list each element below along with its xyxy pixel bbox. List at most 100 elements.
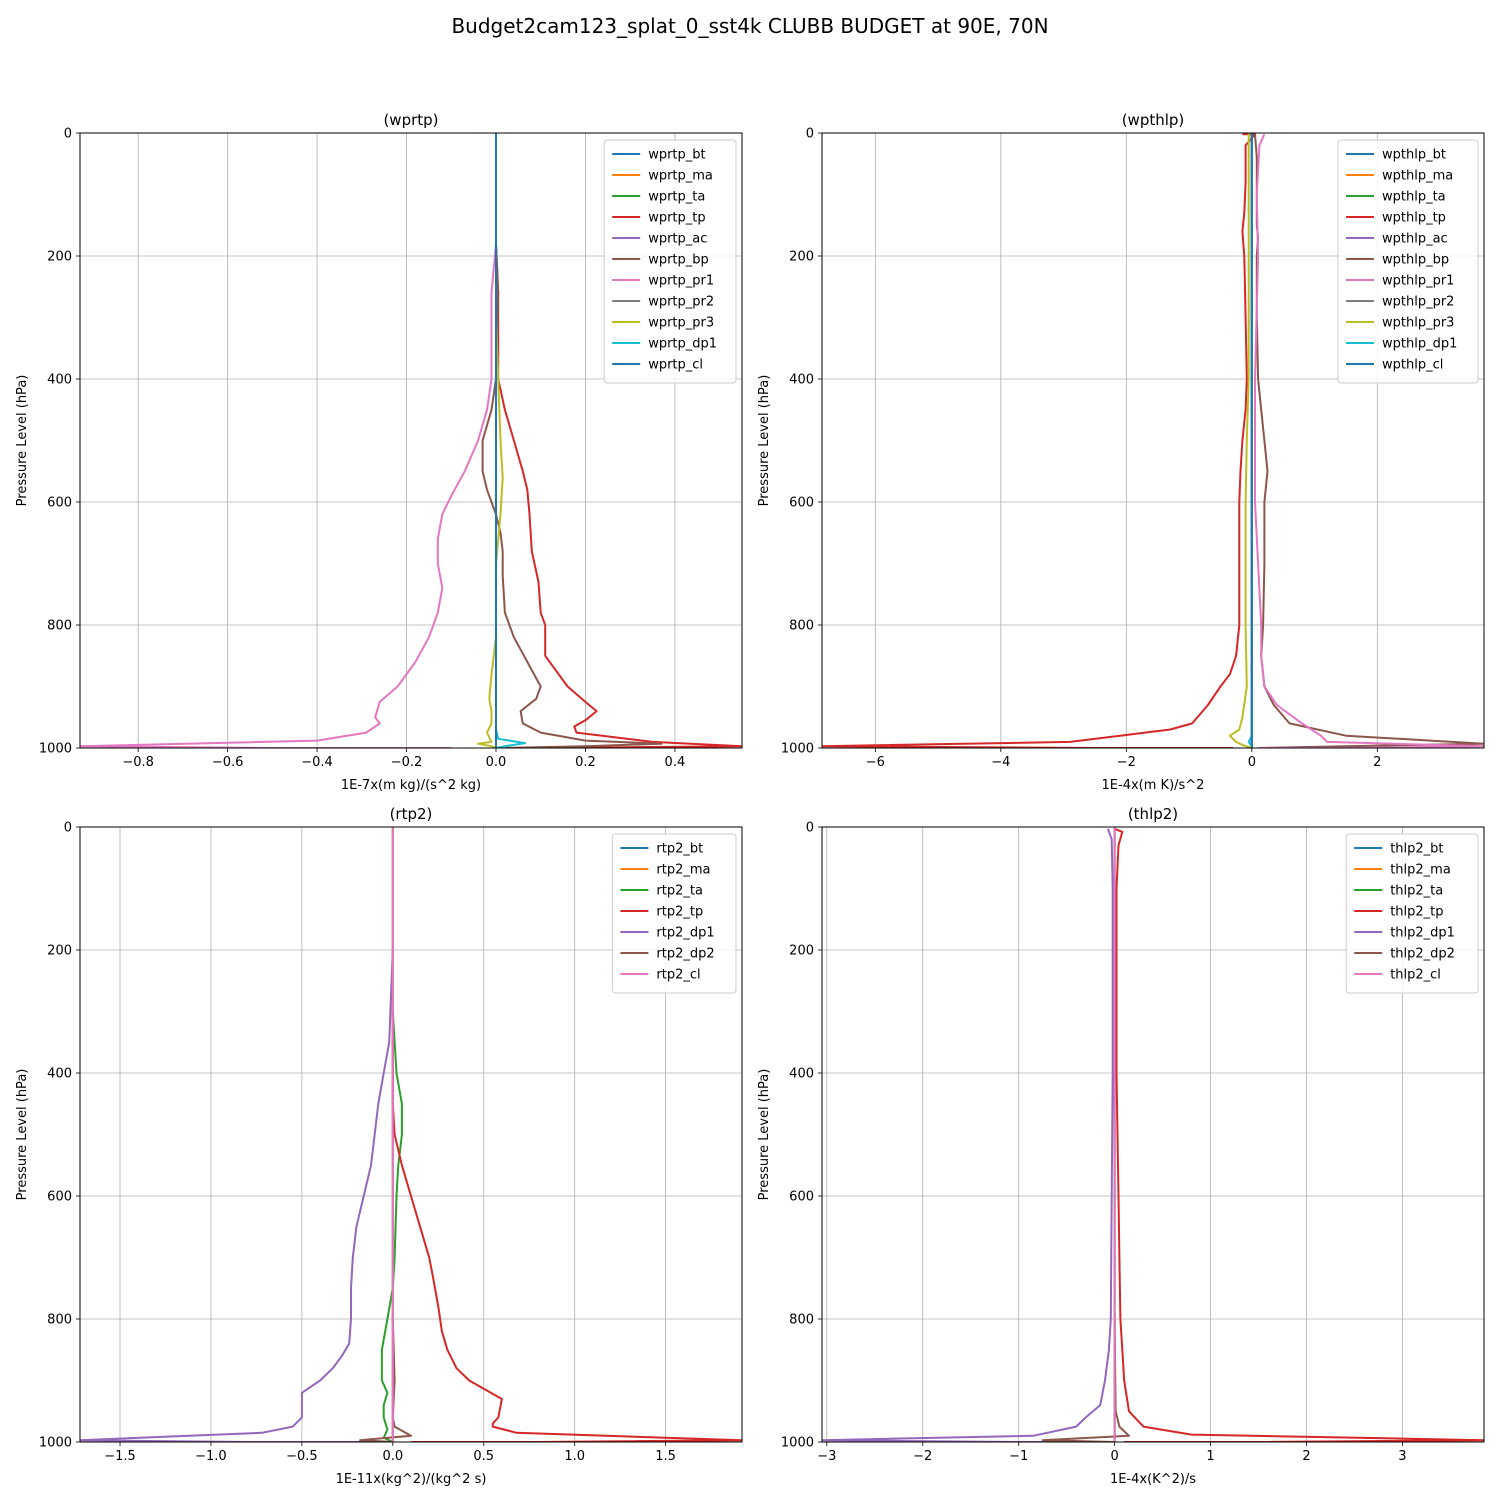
legend: wprtp_bt wprtp_ma wprtp_ta wprtp_tp wprtp_ac… [603,139,737,384]
series-line-rtp2_tp [391,1011,742,1442]
x-tick-label: 0.0 [382,1449,403,1464]
legend-label: wpthlp_dp1 [1382,337,1457,352]
legend-label: wprtp_ta [648,190,705,205]
legend-label: wpthlp_ma [1382,169,1453,184]
series-line-wpthlp_tp [822,133,1256,748]
x-tick-label: 0.4 [665,755,686,770]
legend-label: wpthlp_bp [1382,253,1449,268]
series-line-rtp2_dp1 [80,949,394,1442]
series-line-thlp2_dp2 [1041,1318,1130,1442]
x-tick-label: 2 [1302,1449,1310,1464]
axes-frame [79,132,743,749]
y-tick-label: 400 [47,373,72,388]
legend-label: rtp2_ta [656,884,703,899]
legend: thlp2_bt thlp2_ma thlp2_ta thlp2_tp thlp2_dp… [1345,833,1479,994]
y-axis-label: Pressure Level (hPa) [757,1069,772,1201]
x-tick-label: 0 [1248,755,1256,770]
y-tick-label: 600 [789,496,814,511]
y-tick-label: 0 [806,821,814,836]
series-line-wpthlp_pr1 [1254,133,1484,748]
series-group [80,827,742,1442]
y-tick-label: 400 [47,1067,72,1082]
x-tick-label: −6 [866,755,885,770]
legend-label: wpthlp_cl [1382,358,1443,373]
y-tick-label: 1000 [781,742,814,757]
x-tick-label: 0 [1110,1449,1118,1464]
y-tick-label: 800 [789,1313,814,1328]
y-tick-label: 800 [47,619,72,634]
x-tick-label: 1.5 [655,1449,676,1464]
legend-label: wprtp_ma [648,169,713,184]
x-axis-label: 1E-11x(kg^2)/(kg^2 s) [336,1472,487,1487]
x-tick-label: 2 [1373,755,1381,770]
legend-label: thlp2_cl [1390,968,1441,983]
x-tick-label: −2 [913,1449,932,1464]
legend-label: wpthlp_pr2 [1382,295,1454,310]
legend-label: wprtp_pr3 [648,316,714,331]
x-tick-label: −0.4 [301,755,333,770]
legend-label: thlp2_dp2 [1390,947,1455,962]
figure-title: Budget2cam123_splat_0_sst4k CLUBB BUDGET… [451,14,1049,38]
x-tick-label: −0.8 [122,755,154,770]
x-tick-label: 0.5 [473,1449,494,1464]
legend-label: wprtp_ac [648,232,707,247]
y-tick-label: 400 [789,373,814,388]
y-tick-label: 1000 [39,742,72,757]
legend-label: wprtp_pr1 [648,274,714,289]
legend-label: wpthlp_pr3 [1382,316,1454,331]
y-tick-label: 1000 [39,1436,72,1451]
legend-label: wprtp_tp [648,211,705,226]
legend-label: rtp2_dp2 [656,947,714,962]
y-tick-label: 200 [789,944,814,959]
series-line-wpthlp_pr3 [1228,133,1253,748]
series-group [822,827,1484,1442]
x-tick-label: −1.5 [104,1449,136,1464]
x-tick-label: −1.0 [195,1449,227,1464]
legend-label: wprtp_cl [648,358,703,373]
series-line-wprtp_tp [495,243,742,748]
legend-label: rtp2_ma [656,863,710,878]
legend-label: rtp2_cl [656,968,700,983]
y-tick-label: 600 [47,496,72,511]
subplot-1: −0.8 −0.6 −0.4 −0.2 0.0 0.2 0.4 0 200 400 600 800 10… [15,111,743,793]
subplot-2: −6 −4 −2 0 2 0 200 400 600 800 1000 (wpthlp) 1E-4x(m… [757,111,1485,793]
y-tick-label: 200 [47,250,72,265]
series-line-thlp2_tp [1114,827,1484,1442]
series-line-rtp2_ta [380,1011,403,1442]
legend: wpthlp_bt wpthlp_ma wpthlp_ta wpthlp_tpwpth… [1337,139,1479,384]
x-tick-label: −4 [991,755,1010,770]
legend-label: wprtp_bt [648,148,705,163]
y-tick-label: 600 [47,1190,72,1205]
y-tick-label: 800 [47,1313,72,1328]
x-axis-label: 1E-7x(m kg)/(s^2 kg) [341,778,481,793]
legend-label: thlp2_dp1 [1390,926,1455,941]
y-tick-label: 0 [64,821,72,836]
x-tick-label: 1 [1206,1449,1214,1464]
series-group [822,133,1484,748]
x-axis-label: 1E-4x(m K)/s^2 [1102,778,1205,793]
x-tick-label: −1 [1009,1449,1028,1464]
legend-label: thlp2_ma [1390,863,1451,878]
subplot-3: −1.5 −1.0 −0.5 0.0 0.5 1.0 1.5 0 200 400 600 800 100… [15,805,743,1487]
legend-label: thlp2_bt [1390,842,1443,857]
x-tick-label: 0.2 [575,755,596,770]
y-tick-label: 400 [789,1067,814,1082]
subplot-title: (rtp2) [390,805,433,823]
x-tick-label: 0.0 [486,755,507,770]
legend-label: thlp2_tp [1390,905,1443,920]
legend-label: wprtp_bp [648,253,709,268]
y-axis-label: Pressure Level (hPa) [757,375,772,507]
y-axis-label: Pressure Level (hPa) [15,1069,30,1201]
series-line-wprtp_pr1 [80,243,497,748]
legend-label: rtp2_tp [656,905,703,920]
series-group [80,133,742,748]
subplot-title: (thlp2) [1128,805,1178,823]
y-axis-label: Pressure Level (hPa) [15,375,30,507]
series-line-rtp2_dp2 [359,1318,412,1442]
legend-label: rtp2_bt [656,842,703,857]
x-tick-label: −0.5 [286,1449,318,1464]
x-tick-label: −3 [817,1449,836,1464]
legend-label: wpthlp_tp [1382,211,1446,226]
legend-label: wprtp_dp1 [648,337,717,352]
